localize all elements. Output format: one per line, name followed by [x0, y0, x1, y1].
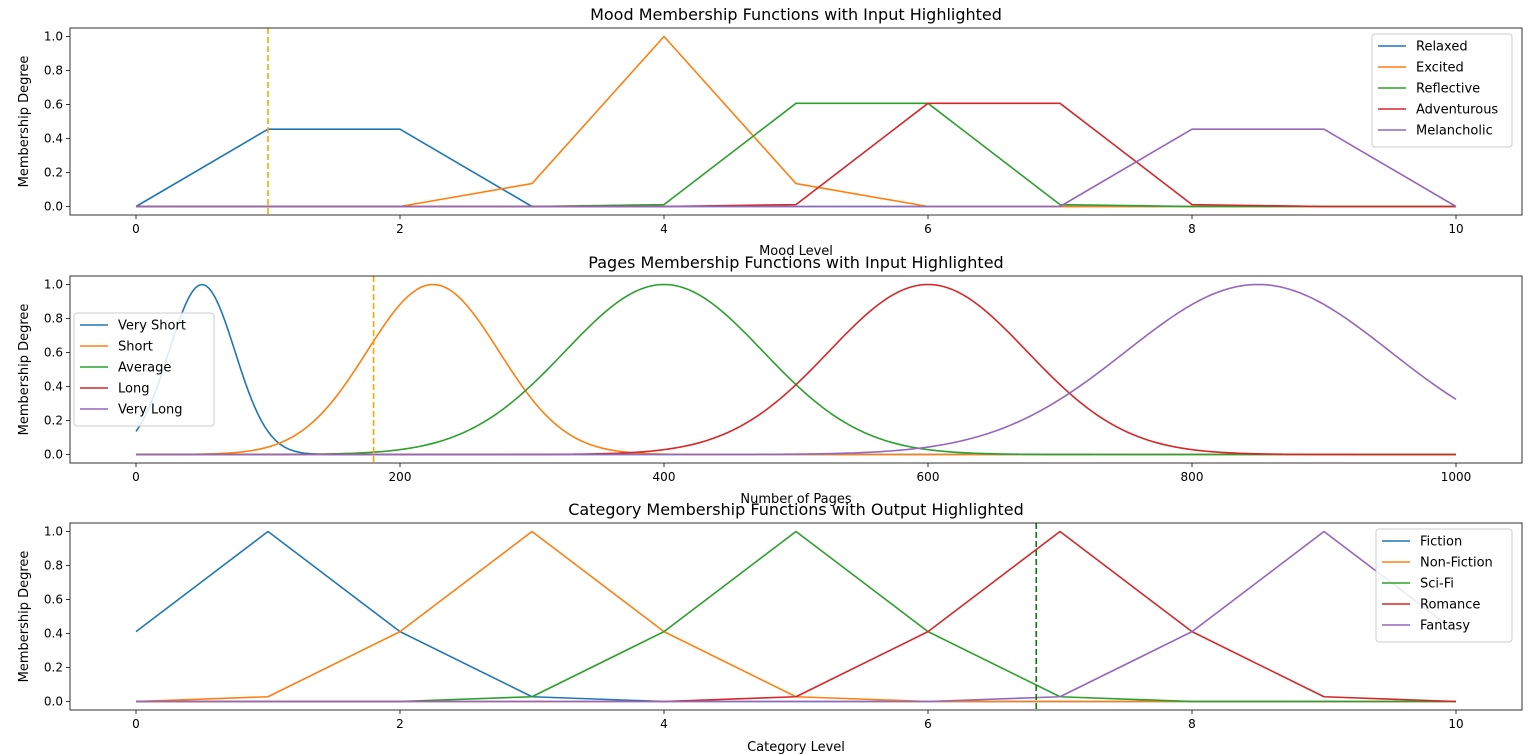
- y-tick-label: 0.4: [44, 380, 63, 394]
- x-tick-label: 0: [132, 470, 140, 484]
- series-line-melancholic: [136, 128, 1457, 208]
- y-tick-label: 0.2: [44, 661, 63, 675]
- series-line-long: [136, 283, 1456, 456]
- y-tick-label: 0.8: [44, 312, 63, 326]
- legend-box: [1371, 33, 1513, 148]
- x-tick-label: 6: [924, 222, 932, 236]
- series-line-very-short: [135, 283, 1456, 456]
- chart-panel-1: Mood Membership Functions with Input Hig…: [17, 5, 1523, 259]
- y-tick-label: 0.2: [44, 166, 63, 180]
- legend-entry: Fiction: [1420, 535, 1462, 550]
- legend: Fiction Non-Fiction Sci-Fi Romance Fantasy: [1375, 528, 1513, 643]
- y-tick-label: 1.0: [44, 30, 63, 44]
- series-line-very-long: [136, 283, 1457, 456]
- y-tick-label: 0.6: [44, 346, 63, 360]
- legend-entry: Non-Fiction: [1420, 556, 1493, 571]
- series-line-non-fiction: [135, 530, 1456, 703]
- x-tick-label: 10: [1448, 222, 1463, 236]
- series-line-short: [136, 283, 1456, 456]
- plot-area: [135, 523, 1457, 710]
- y-axis-label: Membership Degree: [17, 56, 32, 188]
- x-tick-label: 8: [1188, 717, 1196, 731]
- y-tick-label: 0.0: [44, 448, 63, 462]
- y-tick-label: 0.8: [44, 559, 63, 573]
- legend-box: [1375, 528, 1513, 643]
- chart-title: Pages Membership Functions with Input Hi…: [588, 253, 1003, 272]
- legend-entry: Very Long: [118, 403, 183, 418]
- legend-entry: Relaxed: [1416, 40, 1468, 55]
- chart-title: Category Membership Functions with Outpu…: [568, 500, 1024, 519]
- y-tick-label: 0.6: [44, 98, 63, 112]
- x-axis-label: Number of Pages: [740, 492, 851, 507]
- series-line-excited: [136, 35, 1456, 208]
- x-tick-label: 10: [1448, 717, 1463, 731]
- legend-entry: Fantasy: [1420, 619, 1470, 634]
- legend-box: [73, 312, 215, 427]
- y-axis-label: Membership Degree: [17, 551, 32, 683]
- series-line-romance: [136, 530, 1457, 703]
- axes-frame: [69, 522, 1523, 711]
- x-tick-label: 0: [132, 222, 140, 236]
- x-tick-label: 200: [389, 470, 412, 484]
- legend-entry: Average: [118, 361, 171, 376]
- x-tick-label: 2: [396, 222, 404, 236]
- y-tick-label: 0.6: [44, 593, 63, 607]
- x-tick-label: 0: [132, 717, 140, 731]
- series-line-reflective: [136, 102, 1456, 208]
- plot-area: [135, 276, 1457, 463]
- plot-area: [135, 28, 1457, 215]
- x-tick-label: 800: [1181, 470, 1204, 484]
- y-tick-label: 0.8: [44, 64, 63, 78]
- series-line-fantasy: [136, 530, 1457, 703]
- legend-entry: Reflective: [1416, 82, 1480, 97]
- x-axis-label: Mood Level: [759, 244, 833, 259]
- y-tick-label: 1.0: [44, 525, 63, 539]
- series-line-average: [136, 283, 1456, 456]
- axes-frame: [69, 275, 1523, 464]
- series-line-relaxed: [135, 128, 1456, 208]
- chart-panel-3: Category Membership Functions with Outpu…: [17, 500, 1523, 754]
- axes-frame: [69, 27, 1523, 216]
- legend-entry: Long: [118, 382, 149, 397]
- x-tick-label: 400: [653, 470, 676, 484]
- series-line-sci-fi: [136, 530, 1456, 703]
- legend-entry: Romance: [1420, 598, 1480, 613]
- y-tick-label: 0.4: [44, 132, 63, 146]
- chart-panel-2: Pages Membership Functions with Input Hi…: [17, 253, 1523, 507]
- x-tick-label: 6: [924, 717, 932, 731]
- y-tick-label: 0.0: [44, 200, 63, 214]
- legend-entry: Melancholic: [1416, 124, 1493, 139]
- x-axis-label: Category Level: [747, 740, 845, 754]
- legend-entry: Excited: [1416, 61, 1464, 76]
- legend-entry: Short: [118, 340, 153, 355]
- y-tick-label: 1.0: [44, 278, 63, 292]
- legend-entry: Very Short: [118, 319, 186, 334]
- x-tick-label: 1000: [1441, 470, 1472, 484]
- legend: Relaxed Excited Reflective Adventurous Melan…: [1371, 33, 1513, 148]
- legend: Very Short Short Average Long Very Long: [73, 312, 215, 427]
- y-tick-label: 0.0: [44, 695, 63, 709]
- y-tick-label: 0.2: [44, 414, 63, 428]
- legend-entry: Adventurous: [1416, 103, 1498, 118]
- x-tick-label: 600: [917, 470, 940, 484]
- y-axis-label: Membership Degree: [17, 304, 32, 436]
- x-tick-label: 2: [396, 717, 404, 731]
- y-tick-label: 0.4: [44, 627, 63, 641]
- series-line-adventurous: [136, 102, 1456, 208]
- chart-title: Mood Membership Functions with Input Hig…: [590, 5, 1002, 24]
- x-tick-label: 8: [1188, 222, 1196, 236]
- series-line-fiction: [135, 530, 1456, 703]
- x-tick-label: 4: [660, 222, 668, 236]
- x-tick-label: 4: [660, 717, 668, 731]
- legend-entry: Sci-Fi: [1420, 577, 1454, 592]
